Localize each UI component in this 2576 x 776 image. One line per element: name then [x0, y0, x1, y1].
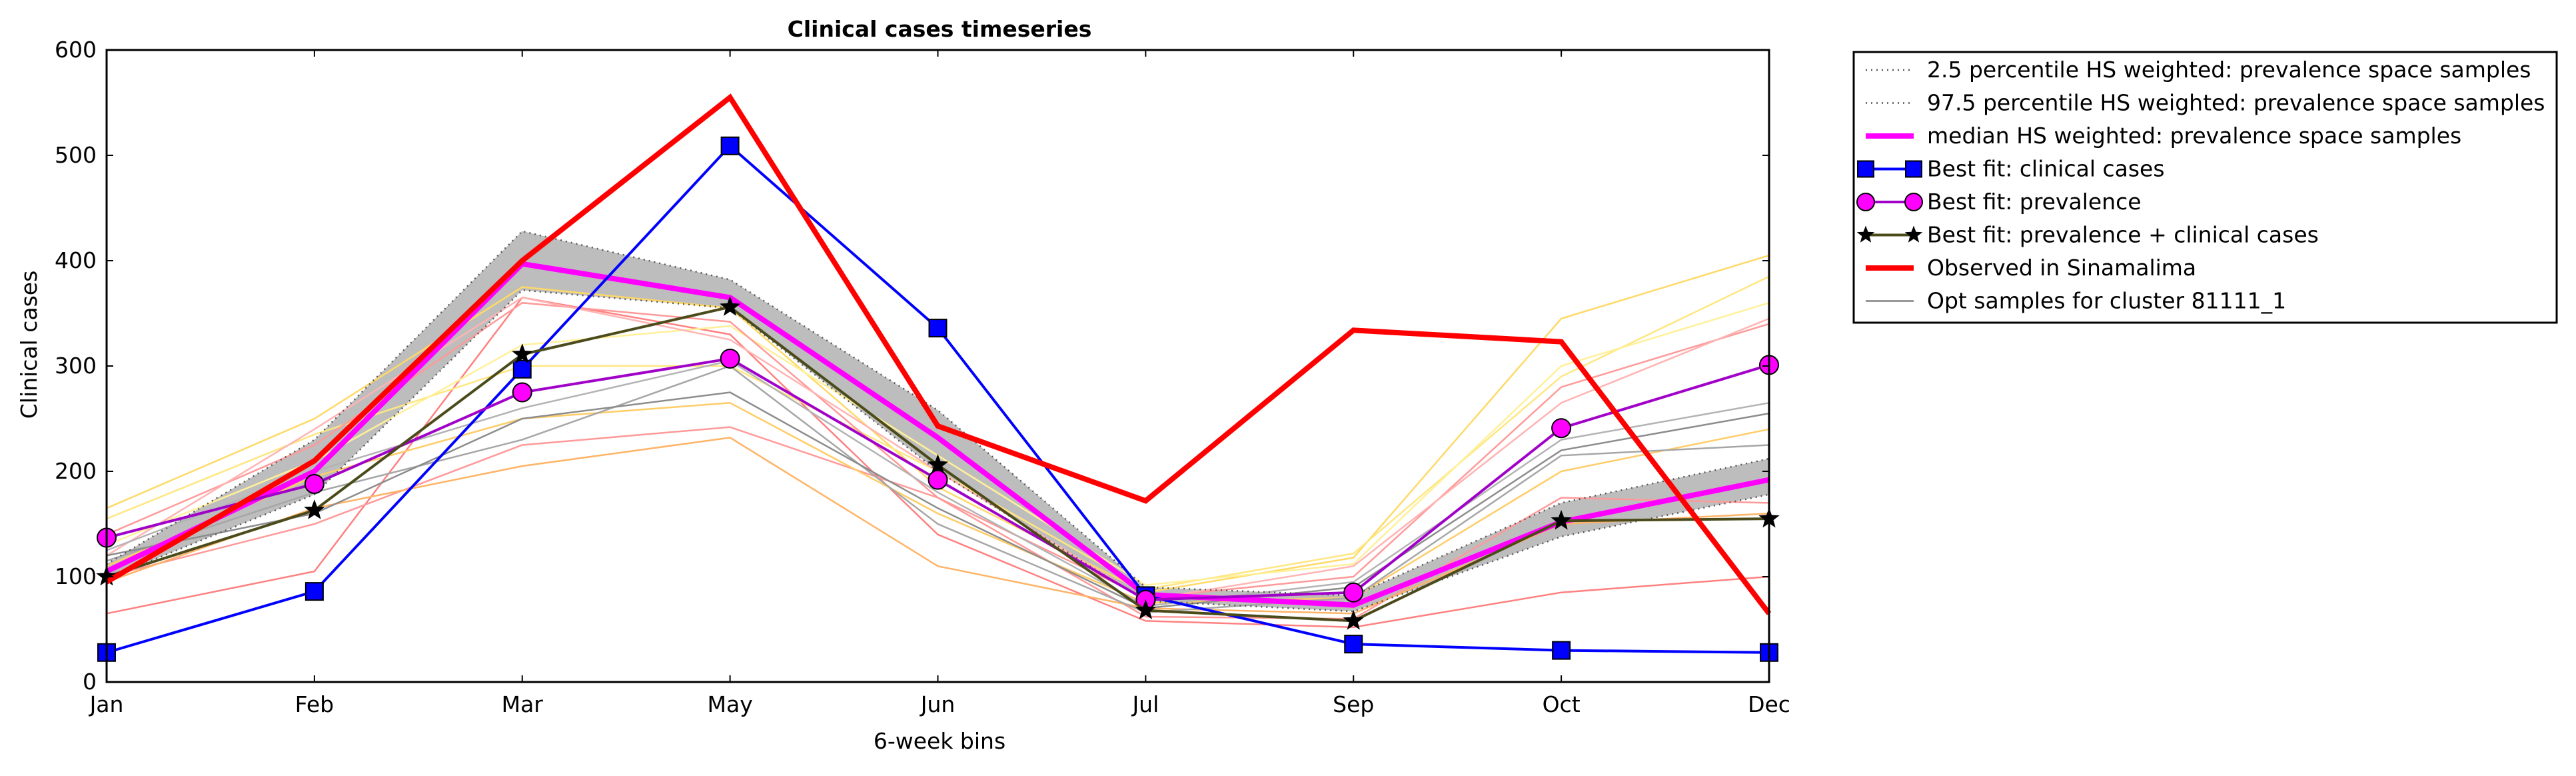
series-5-marker	[1551, 418, 1572, 439]
y-tick-label: 0	[83, 669, 97, 695]
chart-title: Clinical cases timeseries	[788, 16, 1092, 42]
x-axis: Jan Feb Mar May Jun Jul Sep Oct Dec	[89, 50, 1790, 717]
series-4-marker	[928, 319, 948, 338]
legend: 2.5 percentile HS weighted: prevalence s…	[1852, 51, 2558, 324]
series-6-marker	[304, 499, 325, 519]
legend-label: Best fit: clinical cases	[1927, 156, 2165, 182]
series-3-line	[105, 261, 1770, 608]
legend-label: Best fit: prevalence	[1927, 189, 2142, 215]
series-6-marker	[1551, 509, 1572, 530]
x-tick-label: Jun	[920, 691, 956, 717]
series-1-line	[106, 289, 1770, 613]
y-tick-label: 300	[55, 353, 97, 379]
x-axis-label: 6-week bins	[874, 728, 1005, 754]
legend-marker	[1856, 225, 1875, 243]
series-4-marker	[305, 582, 324, 601]
legend-marker	[1904, 193, 1923, 211]
series-6-marker	[1135, 599, 1156, 619]
series-4-marker	[512, 359, 532, 379]
legend-box	[1852, 51, 2558, 324]
x-tick-label: Oct	[1543, 691, 1581, 717]
y-tick-label: 500	[55, 142, 97, 168]
series-4-marker	[1344, 635, 1363, 654]
y-axis-label: Clinical cases	[16, 271, 42, 419]
series-5-marker	[720, 348, 740, 369]
legend-entry: Best fit: prevalence + clinical cases	[1856, 222, 2319, 248]
series-6-marker	[512, 343, 533, 363]
x-tick-label: May	[708, 691, 753, 717]
legend-entry: Best fit: clinical cases	[1857, 156, 2165, 182]
legend-entry: median HS weighted: prevalence space sam…	[1866, 123, 2461, 149]
series-4-marker	[1552, 641, 1571, 660]
legend-marker	[1857, 160, 1874, 178]
series-5-marker	[304, 473, 324, 494]
legend-entry: Opt samples for cluster 81111_1	[1866, 288, 2286, 314]
sample-line-10	[106, 365, 1770, 613]
y-tick-label: 600	[55, 37, 97, 63]
series-6-marker	[927, 454, 949, 474]
x-tick-label: Sep	[1333, 691, 1374, 717]
y-tick-label: 100	[55, 563, 97, 589]
legend-label: median HS weighted: prevalence space sam…	[1927, 123, 2461, 149]
series-5-marker	[1343, 582, 1364, 603]
legend-entry: 2.5 percentile HS weighted: prevalence s…	[1866, 57, 2531, 83]
legend-label: Observed in Sinamalima	[1927, 255, 2196, 281]
y-tick-label: 200	[55, 458, 97, 484]
sample-line-11	[106, 391, 1770, 609]
legend-marker	[1904, 225, 1923, 243]
y-axis: 0 100 200 300 400 500 600	[55, 37, 1769, 695]
legend-label: Opt samples for cluster 81111_1	[1927, 288, 2286, 314]
x-tick-label: Feb	[295, 691, 334, 717]
y-tick-label: 400	[55, 247, 97, 273]
legend-label: 97.5 percentile HS weighted: prevalence …	[1927, 90, 2545, 116]
x-tick-label: Mar	[502, 691, 544, 717]
series-5-marker	[512, 382, 532, 403]
x-tick-label: Jul	[1131, 691, 1159, 717]
legend-label: 2.5 percentile HS weighted: prevalence s…	[1927, 57, 2531, 83]
x-tick-label: Jan	[89, 691, 124, 717]
legend-label: Best fit: prevalence + clinical cases	[1927, 222, 2319, 248]
series-group	[96, 93, 1780, 662]
series-6-marker	[1343, 609, 1364, 630]
plot-area	[96, 49, 1780, 683]
series-5-marker	[928, 469, 948, 490]
series-6-marker	[720, 296, 741, 316]
legend-marker	[1905, 160, 1922, 178]
sample-line-12	[106, 359, 1770, 607]
series-7-line	[105, 93, 1772, 615]
series-4-marker	[720, 136, 740, 155]
legend-marker	[1856, 193, 1875, 211]
legend-entry: Best fit: prevalence	[1856, 189, 2142, 215]
legend-entry: 97.5 percentile HS weighted: prevalence …	[1866, 90, 2545, 116]
sample-line-1	[106, 296, 1770, 629]
x-tick-label: Dec	[1748, 691, 1790, 717]
legend-entry: Observed in Sinamalima	[1866, 255, 2196, 281]
